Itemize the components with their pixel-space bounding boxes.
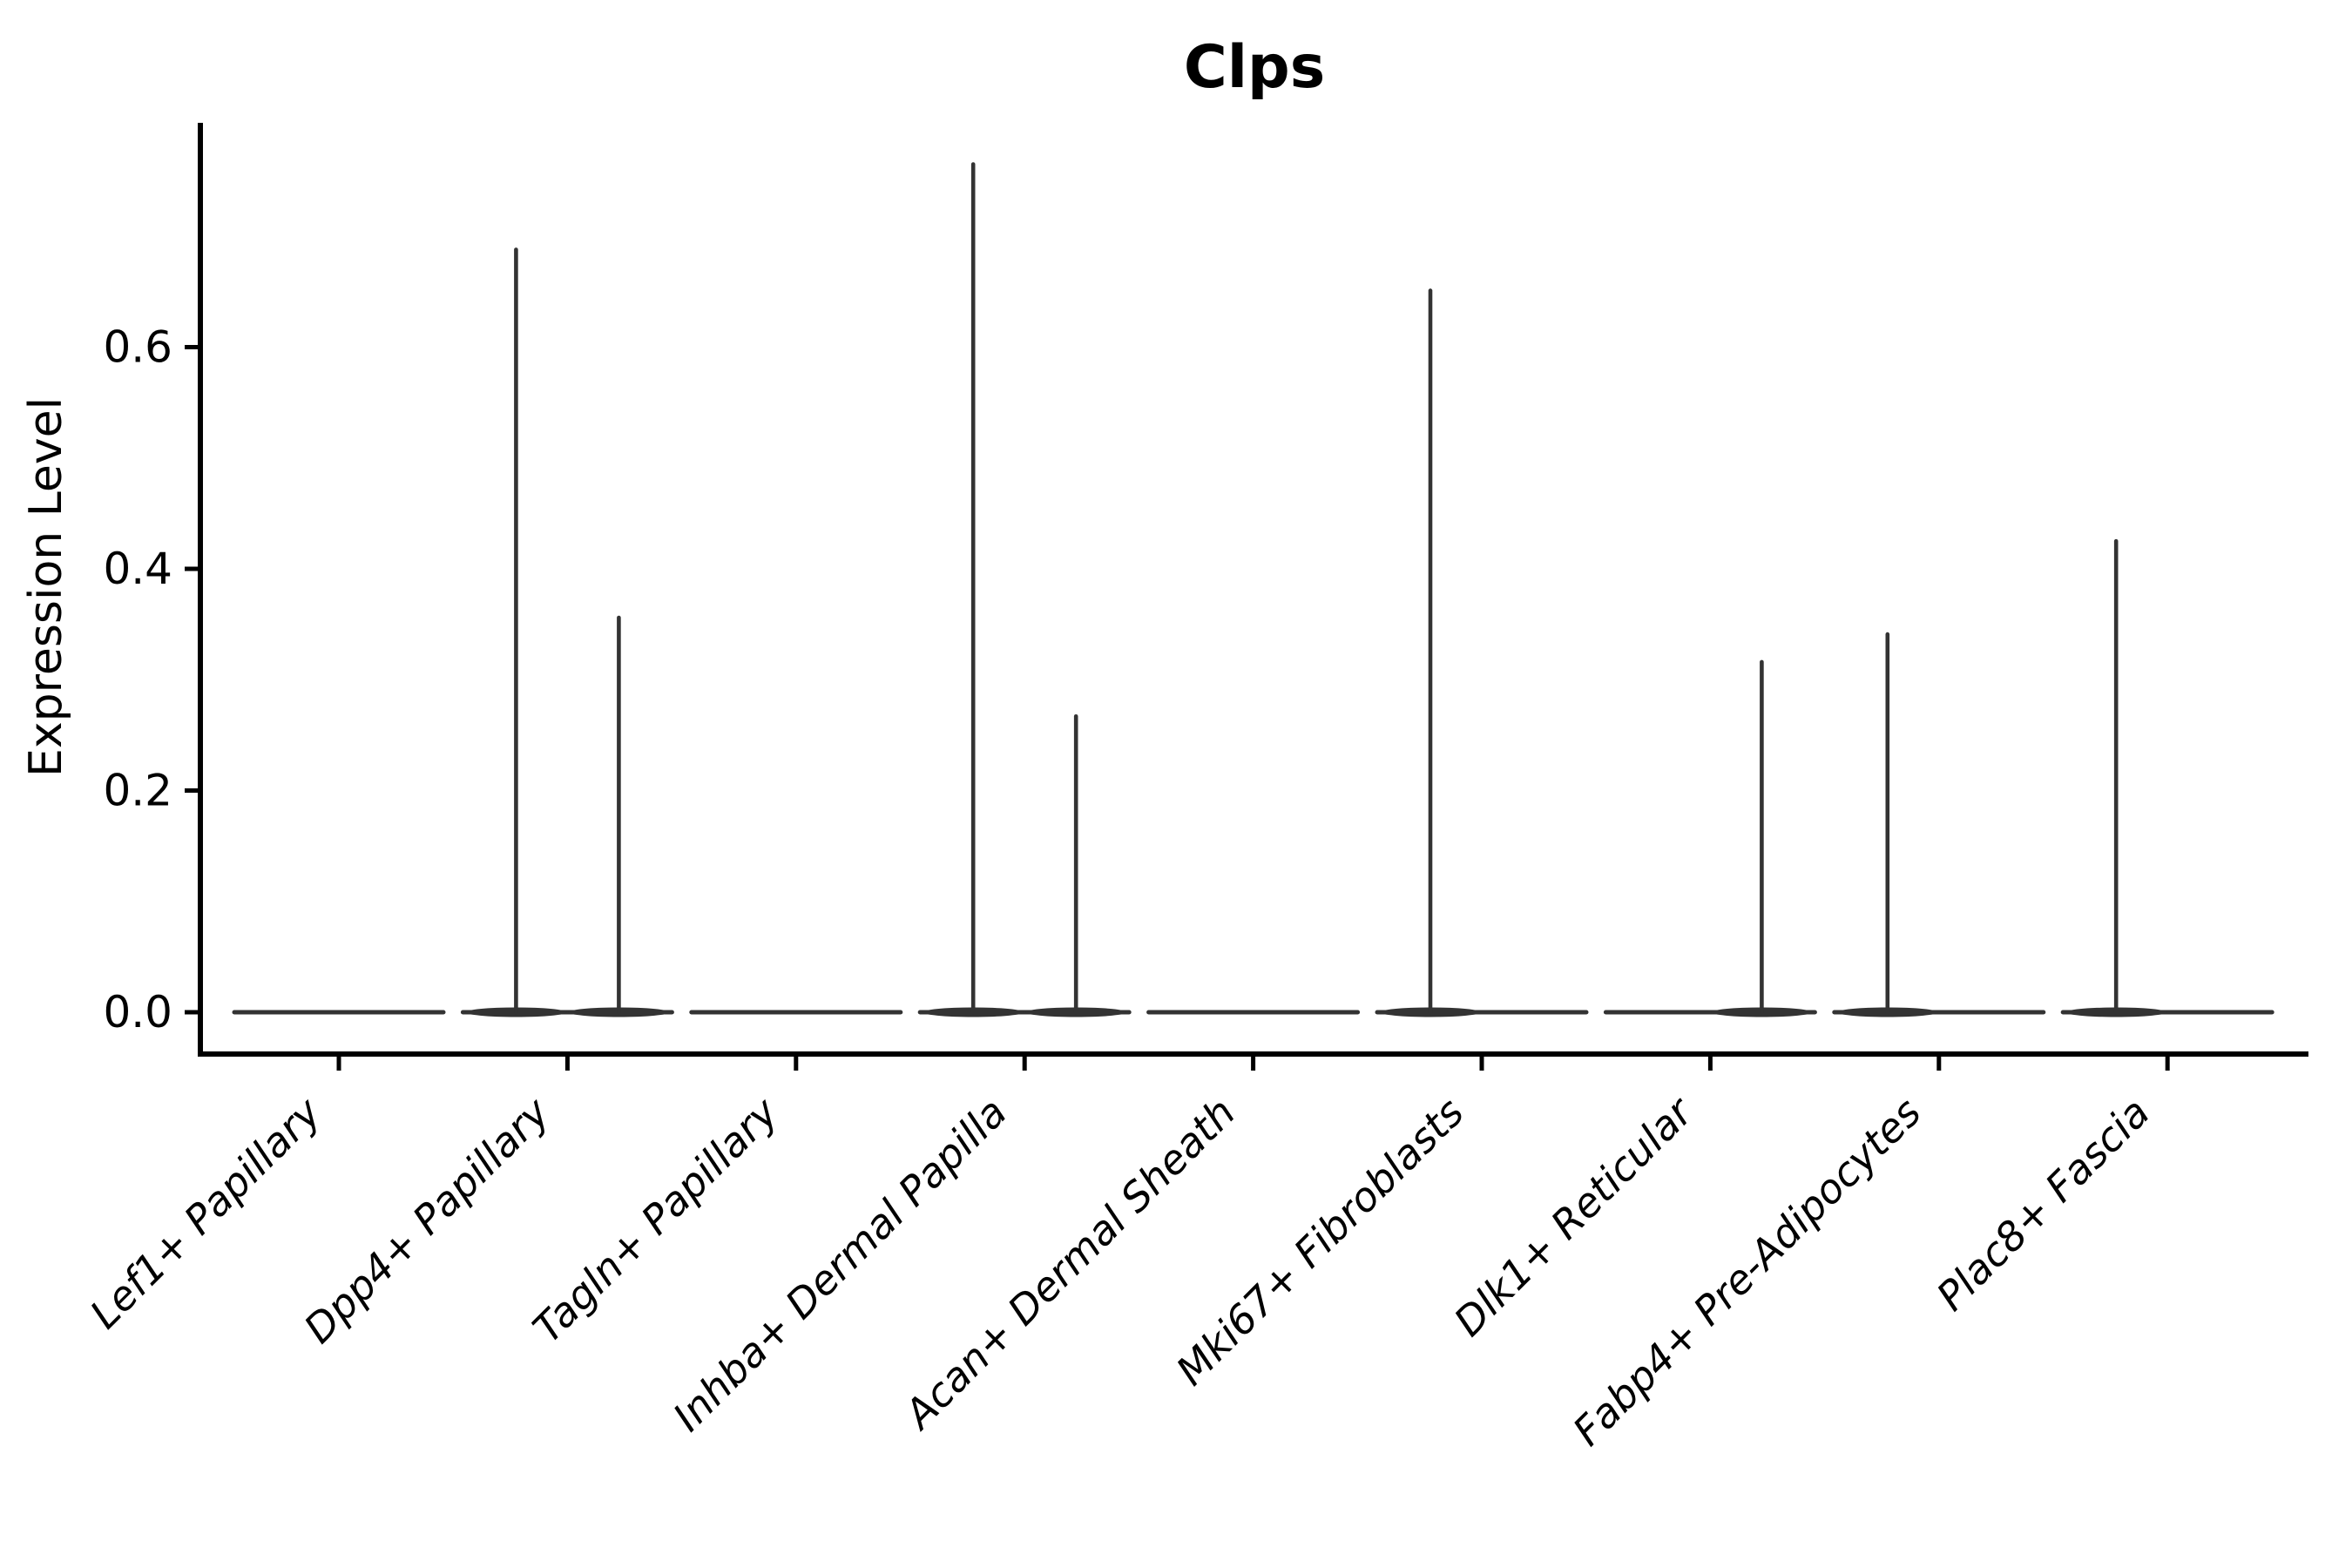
x-tick-label: Tagln+ Papillary (524, 1088, 787, 1352)
y-tick-label: 0.0 (103, 987, 172, 1037)
x-tick-label: Lef1+ Papillary (81, 1088, 330, 1337)
y-axis-label: Expression Level (20, 397, 72, 777)
x-tick-label: Dlk1+ Reticular (1445, 1086, 1704, 1345)
x-tick-label: Dpp4+ Papillary (295, 1088, 559, 1352)
chart-title: Clps (1184, 33, 1325, 102)
y-tick-label: 0.4 (103, 544, 172, 594)
y-tick-label: 0.2 (103, 766, 172, 816)
y-tick-label: 0.6 (103, 322, 172, 373)
x-tick-label: Plac8+ Fascia (1928, 1089, 2159, 1320)
